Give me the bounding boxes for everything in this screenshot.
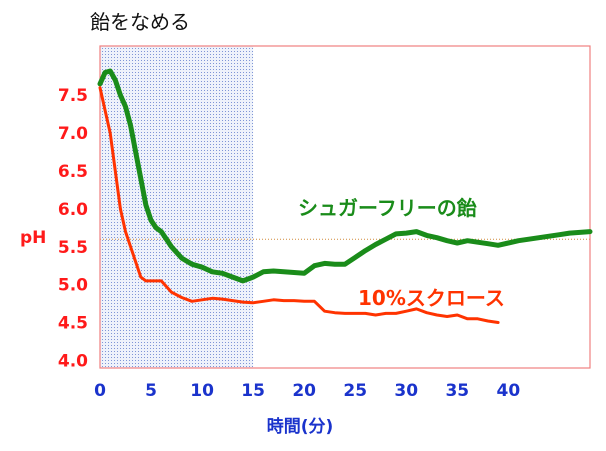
y-tick-label: 6.0 <box>58 200 88 220</box>
y-tick-label: 4.0 <box>58 351 88 371</box>
series-line-sugar-free <box>97 68 593 284</box>
x-tick-label: 15 <box>241 381 265 401</box>
series-layer <box>97 68 593 324</box>
x-tick-label: 10 <box>190 381 214 401</box>
x-tick-label: 20 <box>292 381 316 401</box>
tick-layer: 0 5 10 15 20 25 30 35 40 4.0 4.5 5.0 5.5 6.0 6.5 7.0 7.5 <box>58 86 520 401</box>
plot-frame <box>99 45 591 369</box>
series-label-sugar-free: シュガーフリーの飴 <box>298 196 477 220</box>
x-tick-label: 0 <box>94 381 106 401</box>
y-tick-label: 5.5 <box>58 238 88 258</box>
series-line-sucrose <box>98 86 500 324</box>
x-tick-label: 5 <box>145 381 157 401</box>
x-tick-label: 30 <box>394 381 418 401</box>
chart-title: 飴をなめる <box>90 10 190 34</box>
x-axis-label: 時間(分) <box>267 416 334 437</box>
series-label-sucrose: 10%スクロース <box>358 286 505 310</box>
y-tick-label: 4.5 <box>58 314 88 334</box>
y-axis-label: pH <box>20 228 46 248</box>
x-tick-label: 40 <box>496 381 520 401</box>
x-tick-label: 25 <box>343 381 367 401</box>
y-tick-label: 6.5 <box>58 162 88 182</box>
y-tick-label: 5.0 <box>58 276 88 296</box>
x-tick-label: 35 <box>445 381 469 401</box>
y-tick-label: 7.5 <box>58 86 88 106</box>
shaded-region <box>100 46 254 368</box>
y-tick-label: 7.0 <box>58 124 88 144</box>
shade-layer <box>100 46 254 368</box>
